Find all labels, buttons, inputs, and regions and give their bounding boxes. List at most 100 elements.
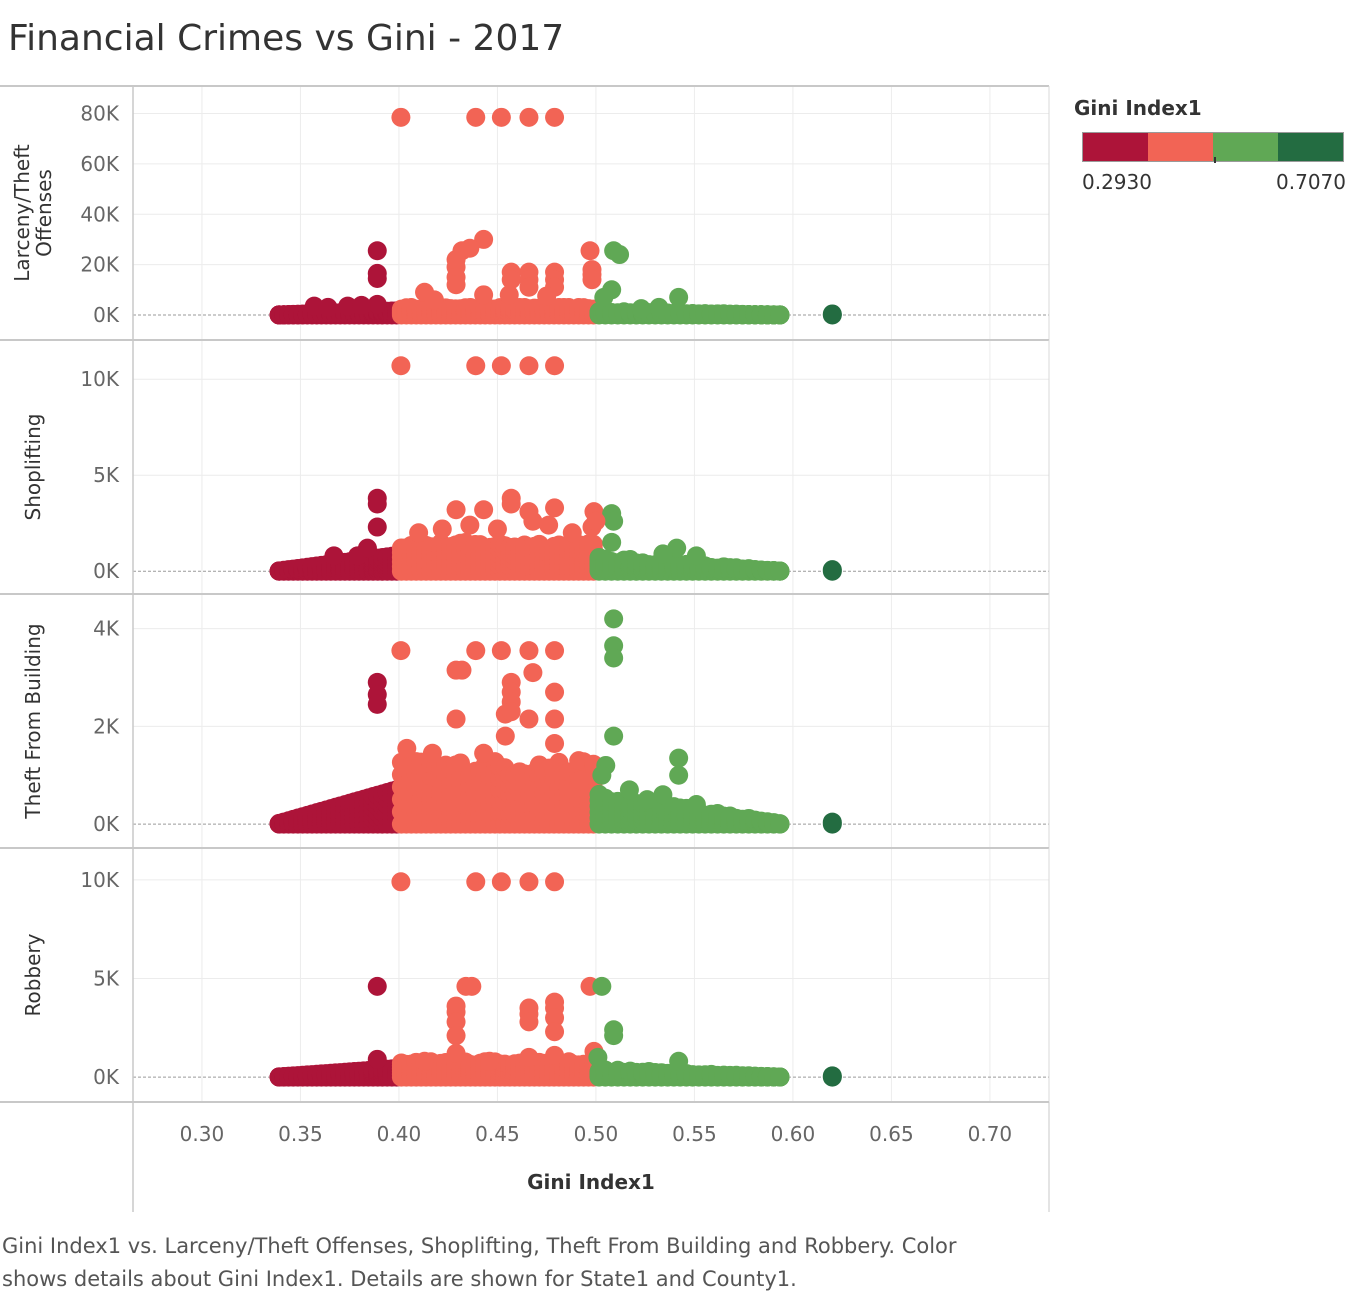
caption-line-2: shows details about Gini Index1. Details… [2,1267,797,1291]
chart-title: Financial Crimes vs Gini - 2017 [8,18,565,59]
legend-min-label: 0.2930 [1082,170,1152,194]
scatter-point [499,285,519,305]
y-tick-label: 5K [93,966,120,990]
scatter-point [649,297,669,317]
scatter-point [422,743,442,763]
y-tick-label: 0K [93,1065,120,1089]
scatter-point [545,498,565,518]
scatter-point [580,241,600,261]
x-tick-label: 0.40 [377,1122,422,1146]
scatter-point [432,519,452,539]
x-tick-label: 0.55 [672,1122,717,1146]
scatter-point [501,494,521,514]
scatter-point [604,1026,624,1046]
y-axis-title: Theft From Building [21,623,45,819]
scatter-point [409,523,429,543]
scatter-point [545,641,565,661]
scatter-point [304,296,324,316]
scatter-point [466,356,486,376]
y-tick-label: 40K [80,202,119,226]
scatter-point [352,295,372,315]
scatter-point [460,515,480,535]
x-tick-label: 0.30 [180,1122,225,1146]
scatter-point [537,286,557,306]
scatter-point [495,726,515,746]
scatter-point [466,872,486,892]
scatter-point [519,277,539,297]
scatter-point [770,305,790,325]
caption-line-1: Gini Index1 vs. Larceny/Theft Offenses, … [2,1234,957,1258]
scatter-point [367,517,387,537]
x-axis-title: Gini Index1 [527,1170,655,1194]
scatter-point [446,500,466,520]
color-legend[interactable]: Gini Index1 0.2930 0.7070 [1074,96,1350,194]
scatter-point [446,1043,466,1063]
scatter-point [770,814,790,834]
scatter-point [357,538,377,558]
scatter-point [545,1045,565,1065]
x-tick-label: 0.60 [771,1122,816,1146]
legend-labels: 0.2930 0.7070 [1082,170,1346,194]
scatter-point [770,561,790,581]
scatter-point [604,726,624,746]
scatter-point [582,270,602,290]
scatter-point [491,641,511,661]
scatter-point [474,285,494,305]
scatter-point [545,1008,565,1028]
y-tick-label: 0K [93,303,120,327]
y-tick-label: 0K [93,559,120,583]
y-tick-label: 5K [93,463,120,487]
scatter-point [446,709,466,729]
scatter-point [545,733,565,753]
scatter-point [474,229,494,249]
legend-midpoint-tick [1214,157,1216,163]
scatter-point [539,515,559,535]
y-tick-label: 0K [93,812,120,836]
y-axis-title: Shoplifting [21,414,45,521]
scatter-point [324,546,344,566]
x-tick-label: 0.70 [968,1122,1013,1146]
scatter-point [519,641,539,661]
scatter-point [523,511,543,531]
x-tick-label: 0.65 [869,1122,914,1146]
scatter-point [594,287,614,307]
scatter-point [669,287,689,307]
scatter-point [480,1051,500,1071]
scatter-point [631,299,651,319]
scatter-point [669,748,689,768]
scatter-point [545,709,565,729]
scatter-point [452,660,472,680]
legend-color-ramp [1082,132,1344,163]
legend-segment-4 [1278,133,1343,161]
scatter-point [669,1051,689,1071]
frame-layer [0,85,1050,1212]
scatter-point [602,532,622,552]
scatter-point [491,356,511,376]
scatter-point [770,1067,790,1087]
y-axis-title: Robbery [21,933,45,1016]
scatter-point [604,609,624,629]
scatter-point [367,976,387,996]
scatter-point [545,872,565,892]
x-tick-label: 0.35 [278,1122,323,1146]
x-tick-label: 0.50 [574,1122,619,1146]
y-tick-label: 10K [80,868,119,892]
y-tick-label: 2K [93,714,120,738]
scatter-point [391,641,411,661]
scatter-point [501,702,521,722]
scatter-point [466,641,486,661]
scatter-point [586,511,606,531]
scatter-point [592,765,612,785]
scatter-point [545,682,565,702]
scatter-point [592,976,612,996]
scatter-point [446,1026,466,1046]
scatter-point [619,780,639,800]
scatter-point [446,275,466,295]
marks-layer [269,107,842,1087]
scatter-point [637,790,657,810]
scatter-point [519,872,539,892]
scatter-point [397,738,417,758]
scatter-point [519,356,539,376]
